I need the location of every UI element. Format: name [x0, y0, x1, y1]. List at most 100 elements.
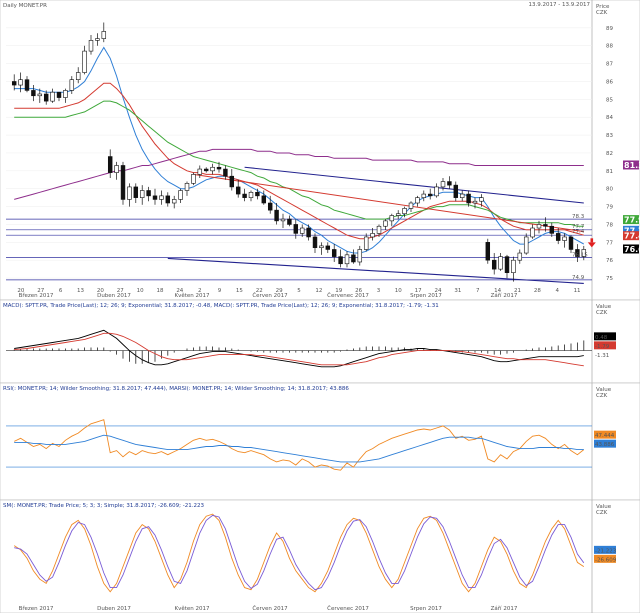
y-tick-label: 82	[606, 151, 613, 157]
candle[interactable]	[203, 167, 209, 173]
candle[interactable]	[325, 242, 331, 254]
candle[interactable]	[107, 149, 113, 178]
candle[interactable]	[383, 219, 388, 230]
candle[interactable]	[312, 233, 318, 254]
candle[interactable]	[357, 245, 363, 266]
candle[interactable]	[146, 186, 151, 202]
candle[interactable]	[95, 33, 100, 46]
candle[interactable]	[555, 228, 561, 245]
candle[interactable]	[338, 249, 343, 268]
candle[interactable]	[530, 224, 535, 239]
candle[interactable]	[440, 177, 446, 191]
candle[interactable]	[63, 88, 68, 103]
candle[interactable]	[319, 242, 324, 255]
candle[interactable]	[133, 183, 139, 204]
candle[interactable]	[491, 253, 497, 275]
candle[interactable]	[255, 188, 260, 200]
candle[interactable]	[485, 238, 491, 264]
y-axis-label: Value	[596, 304, 612, 310]
candle[interactable]	[453, 181, 459, 202]
candle[interactable]	[344, 251, 350, 268]
candle[interactable]	[120, 161, 126, 205]
candle[interactable]	[235, 179, 241, 198]
candle[interactable]	[395, 210, 401, 220]
candle[interactable]	[171, 195, 177, 209]
candle[interactable]	[165, 192, 171, 207]
candle[interactable]	[37, 88, 43, 103]
candle[interactable]	[351, 249, 356, 264]
candle[interactable]	[504, 254, 510, 279]
candle[interactable]	[479, 194, 484, 207]
candle[interactable]	[82, 45, 87, 75]
candle[interactable]	[427, 188, 433, 200]
candle[interactable]	[43, 90, 49, 105]
candle[interactable]	[331, 244, 337, 262]
panel-frame	[0, 499, 640, 613]
candle[interactable]	[581, 245, 587, 261]
candle[interactable]	[184, 181, 190, 196]
candle[interactable]	[568, 235, 574, 254]
candle[interactable]	[178, 188, 183, 204]
candle[interactable]	[389, 213, 395, 227]
candle[interactable]	[242, 188, 247, 202]
candle[interactable]	[523, 233, 529, 255]
candle[interactable]	[216, 161, 222, 173]
candle[interactable]	[152, 188, 158, 205]
candle[interactable]	[69, 76, 75, 94]
candle[interactable]	[536, 220, 542, 234]
candle[interactable]	[370, 228, 375, 241]
candle[interactable]	[197, 165, 203, 178]
candle[interactable]	[498, 253, 503, 271]
candle[interactable]	[543, 217, 548, 232]
candle[interactable]	[88, 35, 94, 55]
candle[interactable]	[114, 161, 119, 180]
candle[interactable]	[50, 88, 55, 103]
candle[interactable]	[447, 176, 452, 189]
candle[interactable]	[31, 85, 36, 102]
candle[interactable]	[287, 215, 292, 227]
candle[interactable]	[24, 76, 30, 93]
candle-body	[485, 242, 491, 261]
candle[interactable]	[229, 169, 235, 191]
candle[interactable]	[549, 222, 555, 237]
candle[interactable]	[562, 233, 567, 248]
candle[interactable]	[280, 213, 286, 229]
candle[interactable]	[376, 224, 382, 237]
candle[interactable]	[299, 224, 305, 237]
candle[interactable]	[408, 201, 414, 212]
candle[interactable]	[511, 256, 516, 282]
y-tick-label: 80	[606, 187, 613, 193]
candle-body	[203, 168, 209, 172]
candle-body	[491, 259, 497, 270]
candle[interactable]	[363, 233, 369, 252]
candle[interactable]	[267, 195, 273, 214]
candle[interactable]	[223, 165, 228, 180]
candle[interactable]	[415, 195, 420, 207]
candle[interactable]	[459, 190, 465, 202]
candle[interactable]	[11, 74, 17, 91]
candle[interactable]	[18, 72, 23, 93]
candle[interactable]	[293, 219, 299, 239]
candle[interactable]	[248, 190, 254, 202]
panel-frame	[0, 0, 640, 301]
candle[interactable]	[261, 190, 267, 205]
candle[interactable]	[421, 190, 427, 202]
candle[interactable]	[191, 172, 196, 186]
candle[interactable]	[517, 249, 523, 264]
candle[interactable]	[274, 203, 279, 225]
candle[interactable]	[575, 244, 580, 262]
candle[interactable]	[306, 224, 311, 241]
candle[interactable]	[434, 183, 439, 198]
candle[interactable]	[139, 185, 145, 205]
candle[interactable]	[127, 183, 132, 207]
candle[interactable]	[210, 163, 215, 175]
candle[interactable]	[402, 206, 407, 218]
candle[interactable]	[101, 22, 107, 43]
candle[interactable]	[159, 190, 164, 205]
candle[interactable]	[466, 190, 471, 207]
candle[interactable]	[75, 67, 81, 84]
candle[interactable]	[56, 91, 62, 102]
candle-body	[235, 186, 241, 195]
candle[interactable]	[472, 197, 478, 209]
